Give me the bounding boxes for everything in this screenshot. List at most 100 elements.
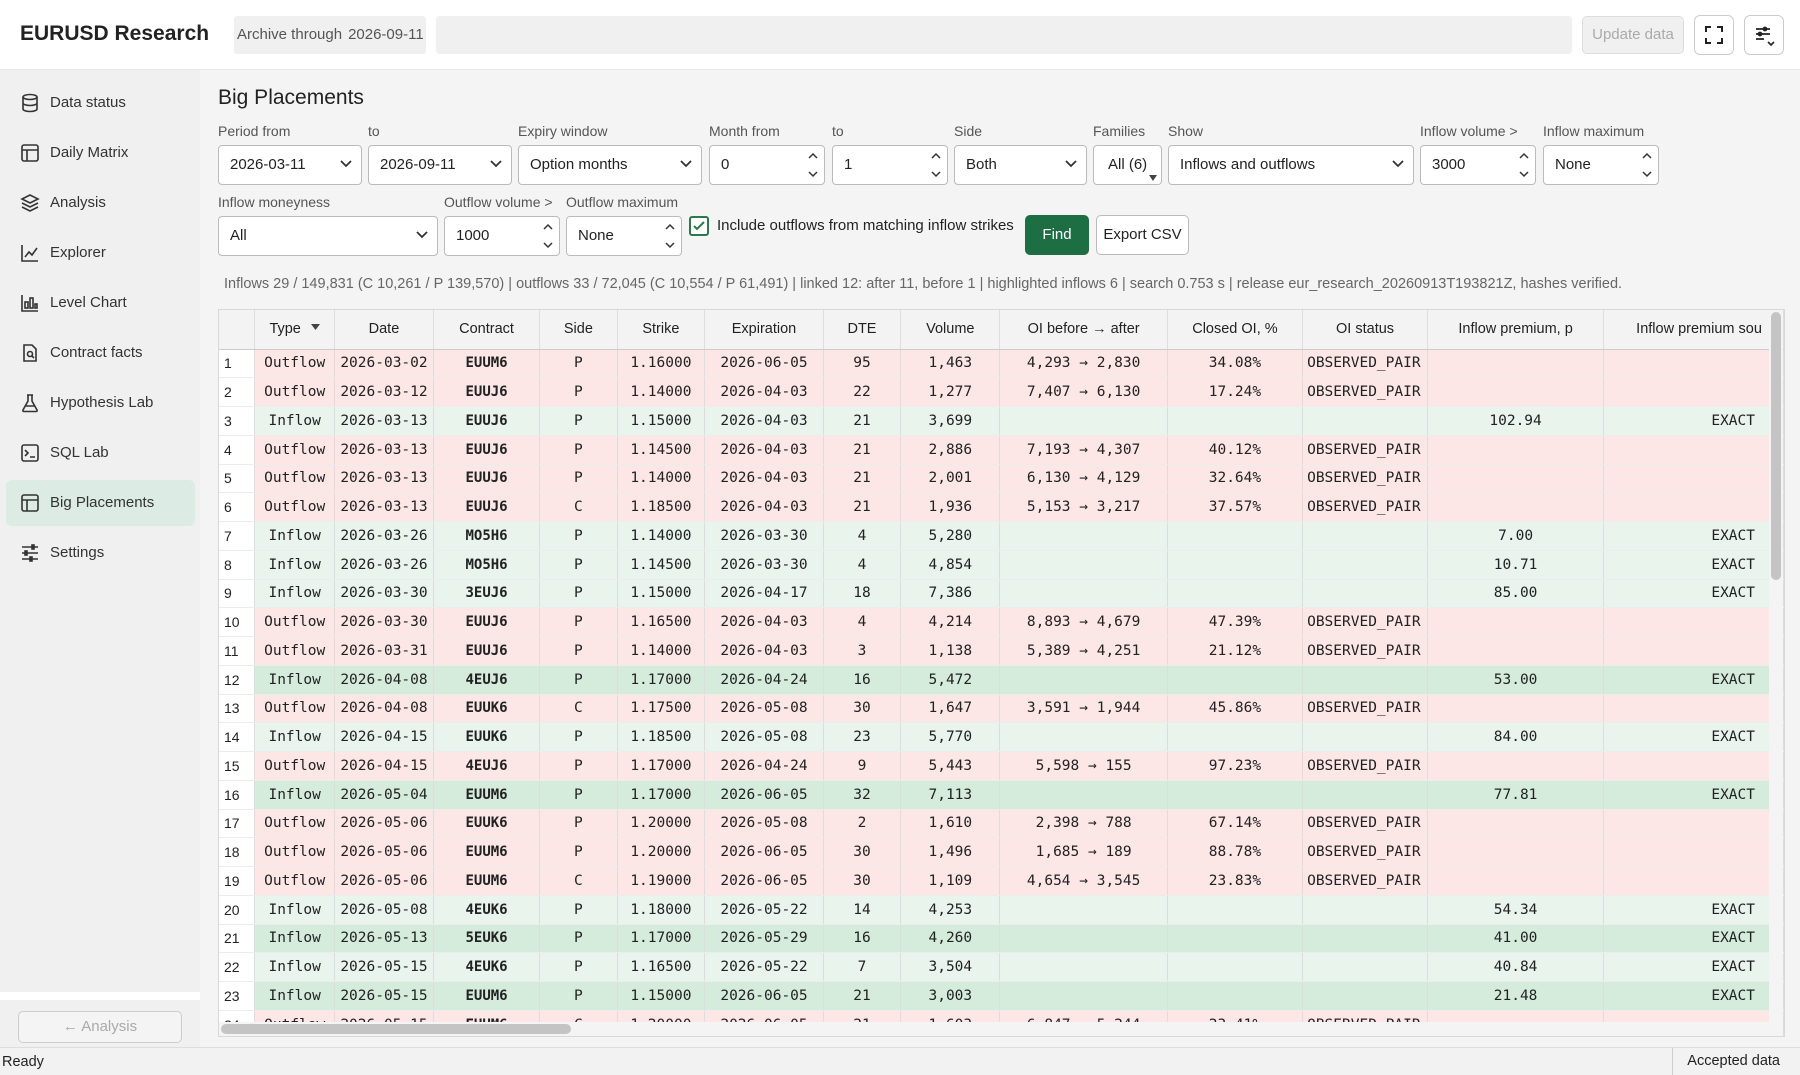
period-from-select[interactable]: 2026-03-11: [218, 145, 362, 185]
stepper-down-icon[interactable]: [930, 168, 942, 180]
show-select[interactable]: Inflows and outflows: [1168, 145, 1414, 185]
table-row[interactable]: 2 Outflow 2026-03-12 EUUJ6 P 1.14000 2026-04-0…: [219, 377, 1784, 407]
table-row[interactable]: 7 Inflow 2026-03-26 MO5H6 P 1.14000 2026-03-30…: [219, 521, 1784, 551]
table-row[interactable]: 23 Inflow 2026-05-15 EUUM6 P 1.15000 2026-06-0…: [219, 981, 1784, 1011]
find-button[interactable]: Find: [1025, 215, 1089, 255]
stepper-up-icon[interactable]: [1641, 150, 1653, 162]
table-row[interactable]: 13 Outflow 2026-04-08 EUUK6 C 1.17500 2026-05-…: [219, 694, 1784, 724]
header-volume[interactable]: Volume: [900, 310, 1001, 350]
table-row[interactable]: 15 Outflow 2026-04-15 4EUJ6 P 1.17000 2026-04-…: [219, 751, 1784, 781]
month-to-stepper[interactable]: 1: [832, 145, 948, 185]
side-select[interactable]: Both: [954, 145, 1087, 185]
cell-side: P: [539, 722, 618, 752]
table-row[interactable]: 21 Inflow 2026-05-13 5EUK6 P 1.17000 2026-05-2…: [219, 924, 1784, 954]
stepper-down-icon[interactable]: [542, 239, 554, 251]
table-row[interactable]: 8 Inflow 2026-03-26 MO5H6 P 1.14500 2026-03-30…: [219, 550, 1784, 580]
header-date[interactable]: Date: [334, 310, 434, 350]
sidebar-item-explorer[interactable]: Explorer: [6, 230, 195, 276]
stepper-down-icon[interactable]: [807, 168, 819, 180]
header-type[interactable]: Type: [254, 310, 336, 350]
row-index: 23: [219, 981, 256, 1011]
cell-contract: EUUM6: [433, 780, 541, 810]
expiry-window-select[interactable]: Option months: [518, 145, 702, 185]
update-data-button[interactable]: Update data: [1582, 16, 1684, 54]
table-row[interactable]: 3 Inflow 2026-03-13 EUUJ6 P 1.15000 2026-04-03…: [219, 406, 1784, 436]
outflow-maximum-stepper[interactable]: None: [566, 216, 682, 256]
table-row[interactable]: 20 Inflow 2026-05-08 4EUK6 P 1.18000 2026-05-2…: [219, 895, 1784, 925]
stepper-up-icon[interactable]: [930, 150, 942, 162]
table-row[interactable]: 18 Outflow 2026-05-06 EUUM6 P 1.20000 2026-06-…: [219, 837, 1784, 867]
back-to-analysis-button[interactable]: ← Analysis: [18, 1011, 182, 1043]
table-row[interactable]: 17 Outflow 2026-05-06 EUUK6 P 1.20000 2026-05-…: [219, 809, 1784, 839]
vertical-scrollbar-thumb[interactable]: [1771, 312, 1781, 580]
header-expiration[interactable]: Expiration: [704, 310, 824, 350]
cell-contract: EUUJ6: [433, 464, 541, 494]
sidebar-item-level-chart[interactable]: Level Chart: [6, 280, 195, 326]
header-side[interactable]: Side: [539, 310, 618, 350]
inflow-volume-stepper[interactable]: 3000: [1420, 145, 1536, 185]
sidebar-item-label: Big Placements: [50, 494, 155, 511]
sidebar-item-analysis[interactable]: Analysis: [6, 180, 195, 226]
cell-type: Outflow: [254, 435, 336, 465]
vertical-scrollbar[interactable]: [1769, 310, 1783, 1036]
stepper-down-icon[interactable]: [1518, 168, 1530, 180]
table-row[interactable]: 1 Outflow 2026-03-02 EUUM6 P 1.16000 2026-06-0…: [219, 349, 1784, 379]
table-row[interactable]: 6 Outflow 2026-03-13 EUUJ6 C 1.18500 2026-04-0…: [219, 492, 1784, 522]
cell-side: P: [539, 665, 618, 695]
results-table[interactable]: Type Date Contract Side Strike Expiratio…: [218, 309, 1785, 1037]
stepper-up-icon[interactable]: [807, 150, 819, 162]
horizontal-scrollbar-thumb[interactable]: [221, 1024, 571, 1034]
sidebar-item-big-placements[interactable]: Big Placements: [6, 480, 195, 526]
cell-dte: 21: [823, 464, 902, 494]
stepper-up-icon[interactable]: [542, 221, 554, 233]
cell-closed-oi: 47.39%: [1167, 607, 1304, 637]
fullscreen-button[interactable]: [1694, 15, 1734, 55]
header-strike[interactable]: Strike: [617, 310, 706, 350]
header-contract[interactable]: Contract: [433, 310, 541, 350]
horizontal-scrollbar[interactable]: [219, 1022, 1770, 1036]
sidebar-item-data-status[interactable]: Data status: [6, 80, 195, 126]
header-inflow-premium-source[interactable]: Inflow premium sou: [1603, 310, 1784, 350]
cell-volume: 1,936: [900, 492, 1001, 522]
header-inflow-premium[interactable]: Inflow premium, p: [1427, 310, 1605, 350]
table-row[interactable]: 19 Outflow 2026-05-06 EUUM6 C 1.19000 2026-06-…: [219, 866, 1784, 896]
header-dte[interactable]: DTE: [823, 310, 902, 350]
table-row[interactable]: 4 Outflow 2026-03-13 EUUJ6 P 1.14500 2026-04-0…: [219, 435, 1784, 465]
sidebar-item-label: Analysis: [50, 194, 106, 211]
export-csv-button[interactable]: Export CSV: [1096, 215, 1189, 255]
month-from-stepper[interactable]: 0: [709, 145, 825, 185]
table-row[interactable]: 11 Outflow 2026-03-31 EUUJ6 P 1.14000 2026-04-…: [219, 636, 1784, 666]
inflow-maximum-stepper[interactable]: None: [1543, 145, 1659, 185]
header-oi-status[interactable]: OI status: [1302, 310, 1428, 350]
table-row[interactable]: 5 Outflow 2026-03-13 EUUJ6 P 1.14000 2026-04-0…: [219, 464, 1784, 494]
sidebar-item-sql-lab[interactable]: SQL Lab: [6, 430, 195, 476]
stepper-down-icon[interactable]: [1641, 168, 1653, 180]
month-from-value: 0: [721, 156, 730, 173]
stepper-down-icon[interactable]: [664, 239, 676, 251]
stepper-up-icon[interactable]: [664, 221, 676, 233]
table-row[interactable]: 16 Inflow 2026-05-04 EUUM6 P 1.17000 2026-06-0…: [219, 780, 1784, 810]
sidebar-item-daily-matrix[interactable]: Daily Matrix: [6, 130, 195, 176]
inflow-moneyness-select[interactable]: All: [218, 216, 438, 256]
sidebar-item-settings[interactable]: Settings: [6, 530, 195, 576]
settings-menu-button[interactable]: [1744, 15, 1784, 55]
table-row[interactable]: 9 Inflow 2026-03-30 3EUJ6 P 1.15000 2026-04-17…: [219, 579, 1784, 609]
include-outflows-label[interactable]: Include outflows from matching inflow st…: [717, 217, 1014, 234]
cell-contract: 3EUJ6: [433, 579, 541, 609]
outflow-volume-stepper[interactable]: 1000: [444, 216, 560, 256]
table-row[interactable]: 10 Outflow 2026-03-30 EUUJ6 P 1.16500 2026-04-…: [219, 607, 1784, 637]
period-to-select[interactable]: 2026-09-11: [368, 145, 512, 185]
table-row[interactable]: 12 Inflow 2026-04-08 4EUJ6 P 1.17000 2026-04-2…: [219, 665, 1784, 695]
cell-expiration: 2026-05-08: [704, 694, 824, 724]
sidebar-item-contract-facts[interactable]: Contract facts: [6, 330, 195, 376]
stepper-up-icon[interactable]: [1518, 150, 1530, 162]
header-oi-change[interactable]: OI before → after: [999, 310, 1168, 350]
cell-closed-oi: [1167, 952, 1304, 982]
table-row[interactable]: 22 Inflow 2026-05-15 4EUK6 P 1.16500 2026-05-2…: [219, 952, 1784, 982]
table-row[interactable]: 14 Inflow 2026-04-15 EUUK6 P 1.18500 2026-05-0…: [219, 722, 1784, 752]
families-multiselect[interactable]: All (6): [1093, 145, 1162, 185]
sidebar-item-hypothesis-lab[interactable]: Hypothesis Lab: [6, 380, 195, 426]
include-outflows-checkbox[interactable]: [689, 216, 709, 236]
header-closed-oi[interactable]: Closed OI, %: [1167, 310, 1304, 350]
cell-type: Inflow: [254, 521, 336, 551]
